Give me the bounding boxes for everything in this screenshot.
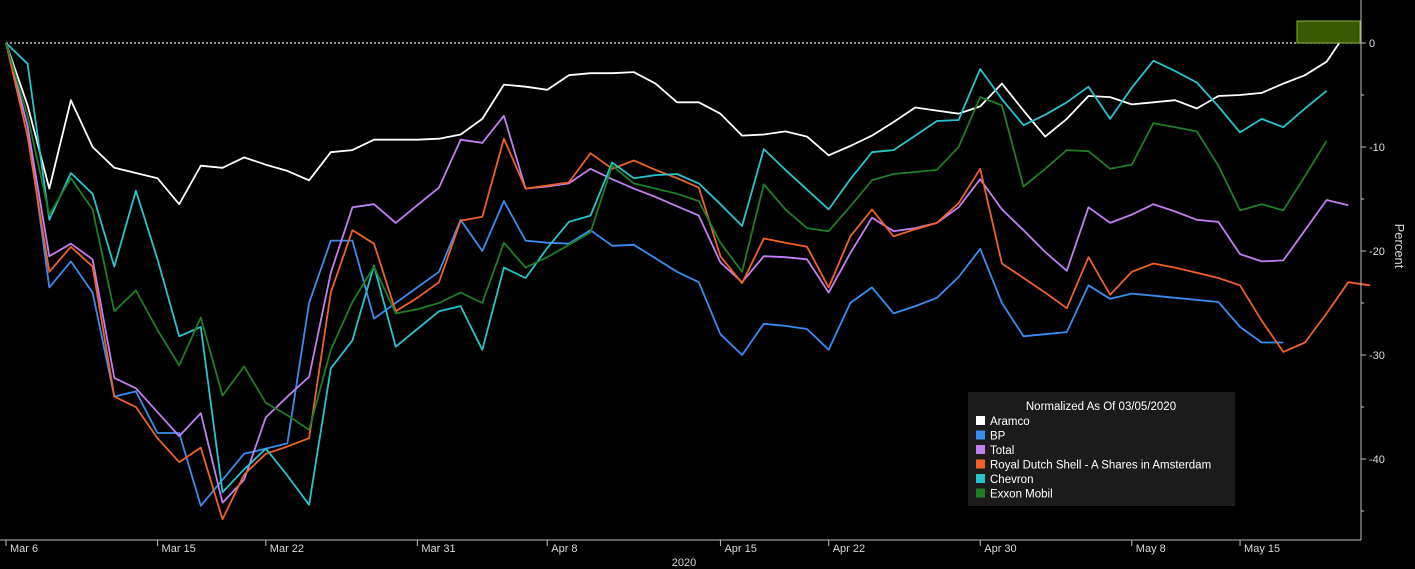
legend-box: [968, 392, 1235, 506]
legend: Normalized As Of 03/05/2020 Aramco BP Tota…: [968, 392, 1235, 506]
legend-swatch: [976, 488, 985, 498]
y-tick-label: 0: [1369, 38, 1375, 50]
x-tick-label: Apr 22: [833, 543, 865, 555]
legend-label: Royal Dutch Shell - A Shares in Amsterda…: [990, 460, 1211, 472]
y-tick-label: -30: [1369, 350, 1385, 362]
legend-swatch: [976, 474, 985, 483]
x-tick-label: Mar 6: [10, 543, 38, 555]
y-axis-title: Percent: [1392, 224, 1407, 269]
legend-items: Aramco BP Total Royal Dutch Shell - A Share…: [976, 416, 1211, 501]
x-tick-label: May 8: [1136, 543, 1166, 555]
series-line-aramco: [5, 28, 1350, 206]
legend-label: Exxon Mobil: [990, 489, 1053, 501]
x-axis-ticks: Mar 6 Mar 15 Mar 22 Mar 31 Apr 8 Apr 15 Apr 22…: [5, 540, 1280, 555]
series-line-royal-dutch-shell-a-shares-in-amsterdam: [5, 42, 1371, 521]
x-tick-label: Apr 30: [984, 543, 1016, 555]
x-tick-label: Mar 22: [270, 543, 304, 555]
x-tick-label: May 15: [1244, 543, 1280, 555]
series-line-chevron: [5, 42, 1328, 506]
y-tick-label: -20: [1369, 246, 1385, 258]
last-value-badge: [1296, 20, 1361, 44]
legend-title: Normalized As Of 03/05/2020: [1026, 401, 1176, 413]
legend-label: Total: [990, 445, 1014, 457]
legend-label: Chevron: [990, 474, 1033, 486]
legend-swatch: [976, 459, 985, 469]
y-tick-label: -10: [1369, 142, 1385, 154]
series-layer: [5, 28, 1371, 521]
series-line-total: [5, 42, 1349, 504]
x-tick-label: Apr 15: [724, 543, 756, 555]
legend-swatch: [976, 416, 985, 425]
series-line-exxon-mobil: [5, 42, 1328, 431]
legend-label: BP: [990, 431, 1006, 443]
legend-swatch: [976, 430, 985, 440]
y-axis-ticks: 0 -10 -20 -30 -40: [1361, 38, 1385, 512]
x-tick-label: Mar 15: [162, 543, 196, 555]
y-tick-label: -40: [1369, 454, 1385, 466]
x-tick-label: Mar 31: [421, 543, 455, 555]
x-tick-label: Apr 8: [551, 543, 577, 555]
legend-swatch: [976, 445, 985, 454]
legend-label: Aramco: [990, 416, 1030, 428]
x-axis-title: 2020: [672, 557, 696, 569]
